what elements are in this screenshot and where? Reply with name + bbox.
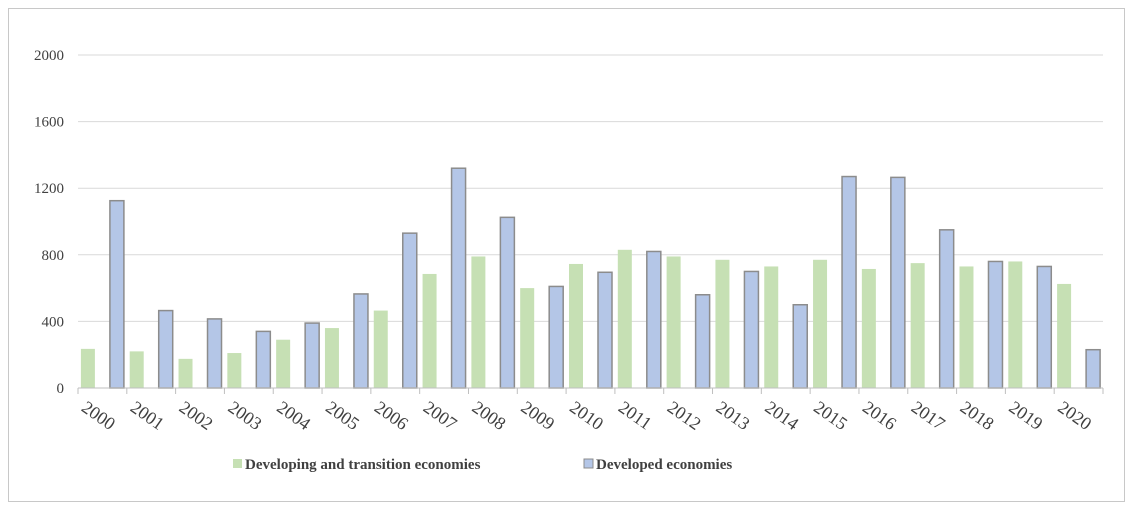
bar-developed-2011 [646, 250, 662, 389]
bar-developed-2016 [890, 176, 906, 389]
bar-developing-2010 [569, 263, 583, 388]
bar-developing-2009 [520, 288, 535, 388]
bar-developed-2015 [841, 175, 857, 389]
legend-label: Developed economies [596, 457, 732, 473]
x-tick-label: 2000 [78, 397, 119, 434]
x-tick-label: 2012 [664, 397, 705, 434]
y-axis: 0 400 800 1200 1600 2000 [34, 48, 64, 397]
bar-developing-2014 [764, 266, 779, 388]
legend: Developing and transition economies Devel… [233, 457, 732, 473]
bar-developed-2010 [597, 271, 613, 389]
bar-developed-2004 [304, 322, 320, 389]
bar-developing-2019 [1008, 261, 1023, 388]
bar-developing-2005 [324, 328, 339, 388]
bar-developing-2001 [129, 351, 144, 388]
bar-developing-2012 [666, 256, 681, 388]
x-tick-label: 2013 [713, 397, 754, 434]
bar-developed-2014 [792, 304, 808, 389]
bar-developing-2002 [178, 358, 193, 388]
x-tick-label: 2005 [322, 397, 363, 434]
x-tick-label: 2019 [1005, 397, 1046, 434]
bar-developed-2003 [255, 330, 272, 389]
bar-developed-2008 [499, 216, 516, 389]
bar-developed-2007 [450, 167, 467, 389]
bar-developed-2002 [206, 318, 223, 389]
x-tick-label: 2001 [127, 397, 168, 434]
y-tick-label: 0 [57, 381, 65, 397]
bar-developing-2007 [422, 273, 437, 388]
bar-developing-2004 [276, 339, 291, 388]
bar-developed-2017 [938, 229, 955, 389]
x-tick-label: 2017 [908, 397, 949, 434]
x-axis: 2000 2001 2002 2003 2004 2005 2006 2007 2008 2009… [77, 387, 1104, 434]
x-tick-label: 2011 [615, 397, 655, 434]
bar-developed-2019 [1036, 265, 1053, 389]
bar-developed-2018 [987, 260, 1004, 389]
y-tick-label: 2000 [34, 48, 64, 64]
x-tick-label: 2008 [469, 397, 510, 434]
bar-developing-2018 [959, 266, 974, 388]
y-tick-label: 800 [42, 248, 65, 264]
bar-developed-2013 [743, 270, 760, 389]
legend-label: Developing and transition economies [245, 457, 481, 473]
bar-developing-2000 [80, 348, 95, 388]
x-tick-label: 2006 [371, 397, 412, 434]
bar-developing-2008 [471, 256, 486, 388]
y-tick-label: 400 [42, 314, 65, 330]
bar-developed-2012 [694, 294, 711, 389]
x-tick-label: 2002 [176, 397, 217, 434]
legend-swatch [233, 459, 242, 468]
bar-developing-2006 [373, 310, 388, 388]
bar-developing-2003 [227, 353, 242, 388]
x-tick-label: 2015 [810, 397, 851, 434]
x-tick-label: 2007 [420, 397, 461, 434]
bar-developing-2017 [910, 263, 925, 388]
bar-developing-2013 [715, 259, 730, 388]
bar-developed-2005 [353, 293, 369, 389]
x-tick-label: 2010 [566, 397, 607, 434]
x-tick-label: 2009 [517, 397, 558, 434]
x-tick-label: 2004 [273, 397, 314, 434]
x-tick-label: 2003 [225, 397, 266, 434]
x-tick-label: 2020 [1054, 397, 1095, 434]
bar-developed-2006 [402, 232, 418, 389]
bar-developed-2009 [548, 285, 564, 389]
bar-developed-2020 [1085, 348, 1101, 389]
y-tick-label: 1600 [34, 115, 64, 131]
legend-swatch [583, 458, 594, 469]
x-tick-label: 2014 [761, 397, 802, 434]
bar-developed-2001 [157, 309, 174, 389]
y-tick-label: 1200 [34, 181, 64, 197]
x-tick-label: 2018 [957, 397, 998, 434]
bar-developing-2011 [617, 249, 632, 388]
x-tick-label: 2016 [859, 397, 900, 434]
bars [80, 167, 1101, 389]
bar-developing-2020 [1057, 283, 1072, 388]
bar-developing-2015 [813, 259, 828, 388]
bar-developed-2000 [109, 199, 125, 389]
bar-developing-2016 [861, 268, 876, 388]
